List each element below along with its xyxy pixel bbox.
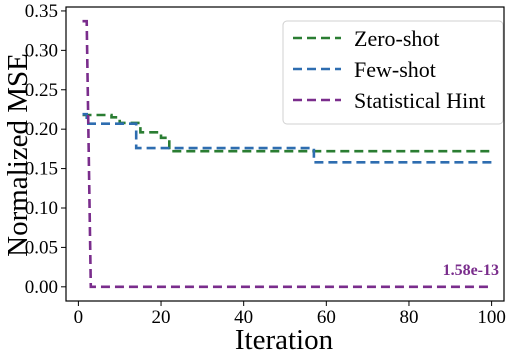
- x-tick-label: 40: [234, 307, 253, 328]
- series-lines: [82, 19, 492, 289]
- series-line-zero-shot: [82, 113, 492, 153]
- y-tick-label: 0.35: [25, 1, 58, 22]
- axis-ticks: 0 20 40 60 80 100 0.00 0.05 0.10 0.15 0.20 0.25 0.30…: [25, 1, 506, 328]
- y-tick-label: 0.15: [25, 159, 58, 180]
- legend-box: [282, 20, 504, 125]
- annotations: 1.58e-13: [443, 262, 499, 279]
- series-line-statistical-hint: [82, 19, 492, 289]
- legend-label: Few-shot: [354, 57, 436, 82]
- x-tick-label: 100: [477, 307, 506, 328]
- y-tick-label: 0.25: [25, 80, 58, 101]
- legend-label: Zero-shot: [354, 26, 440, 51]
- x-tick-label: 60: [317, 307, 336, 328]
- x-axis-title: Iteration: [235, 324, 334, 353]
- x-tick-label: 0: [74, 307, 84, 328]
- y-tick-label: 0.20: [25, 119, 58, 140]
- series-line-few-shot: [82, 112, 492, 164]
- y-tick-label: 0.05: [25, 237, 58, 258]
- legend: Zero-shot Few-shot Statistical Hint: [282, 20, 504, 125]
- y-tick-label: 0.00: [25, 277, 58, 298]
- y-axis-title: Normalized MSE: [2, 53, 34, 257]
- final-value-annotation: 1.58e-13: [443, 262, 499, 279]
- x-tick-label: 80: [399, 307, 418, 328]
- y-tick-label: 0.30: [25, 40, 58, 61]
- x-tick-label: 20: [152, 307, 171, 328]
- plot-frame: [65, 6, 505, 302]
- legend-label: Statistical Hint: [354, 88, 485, 113]
- y-tick-label: 0.10: [25, 198, 58, 219]
